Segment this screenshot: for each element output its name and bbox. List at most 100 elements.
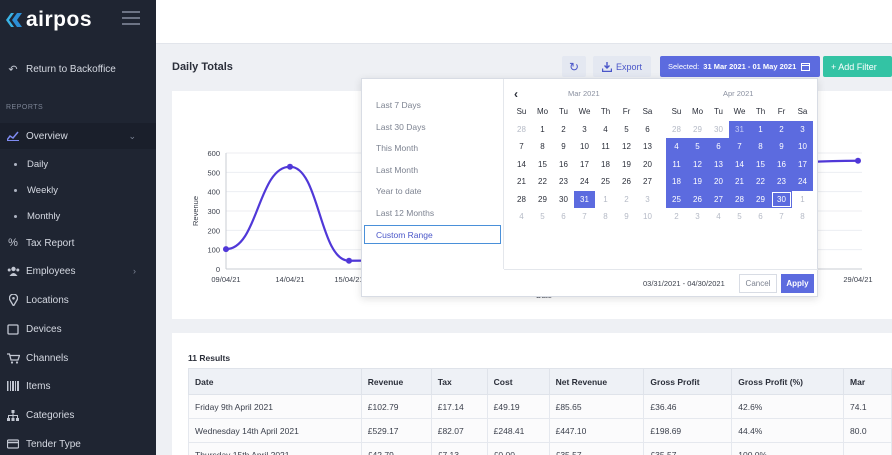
calendar-day[interactable]: 7 [779, 212, 784, 222]
sidebar-item-items[interactable]: Items [0, 373, 156, 399]
calendar-day[interactable]: 31 [729, 120, 750, 138]
calendar-day[interactable]: 31 [574, 190, 595, 208]
calendar-day[interactable]: 19 [687, 173, 708, 191]
calendar-day[interactable]: 9 [624, 212, 629, 222]
date-range-button[interactable]: Selected: 31 Mar 2021 - 01 May 2021 [660, 56, 820, 77]
calendar-day[interactable]: 13 [643, 142, 652, 152]
calendar-day[interactable]: 18 [666, 173, 687, 191]
calendar-day[interactable]: 4 [603, 124, 608, 134]
calendar-day[interactable]: 4 [666, 138, 687, 156]
col-net-revenue[interactable]: Net Revenue [548, 368, 645, 395]
calendar-day[interactable]: 20 [708, 173, 729, 191]
calendar-day[interactable]: 3 [582, 124, 587, 134]
col-revenue[interactable]: Revenue [360, 368, 432, 395]
calendar-day[interactable]: 1 [750, 120, 771, 138]
calendar-day[interactable]: 1 [540, 124, 545, 134]
calendar-day[interactable]: 4 [519, 212, 524, 222]
calendar-day[interactable]: 25 [601, 177, 610, 187]
calendar-day[interactable]: 18 [601, 159, 610, 169]
calendar-day[interactable]: 8 [603, 212, 608, 222]
calendar-day[interactable]: 23 [771, 173, 792, 191]
calendar-day[interactable]: 23 [559, 177, 568, 187]
range-custom[interactable]: Custom Range [364, 225, 501, 244]
sidebar-item-tender-type[interactable]: Tender Type [0, 431, 156, 455]
table-row[interactable]: Friday 9th April 2021 £102.79 £17.14 £49… [188, 394, 892, 419]
calendar-day[interactable]: 21 [517, 177, 526, 187]
calendar-day[interactable]: 8 [800, 212, 805, 222]
calendar-day[interactable]: 16 [559, 159, 568, 169]
calendar-day[interactable]: 14 [729, 155, 750, 173]
sidebar-item-tax-report[interactable]: % Tax Report [0, 230, 156, 256]
refresh-button[interactable]: ↻ [562, 56, 586, 77]
calendar-day[interactable]: 11 [666, 155, 687, 173]
range-last-month[interactable]: Last Month [376, 165, 419, 175]
calendar-day[interactable]: 22 [750, 173, 771, 191]
calendar-day[interactable]: 4 [716, 212, 721, 222]
range-last-12-months[interactable]: Last 12 Months [376, 208, 435, 218]
calendar-day[interactable]: 7 [729, 138, 750, 156]
calendar-day[interactable]: 10 [792, 138, 813, 156]
calendar-day[interactable]: 6 [645, 124, 650, 134]
col-tax[interactable]: Tax [430, 368, 488, 395]
calendar-day[interactable]: 7 [582, 212, 587, 222]
calendar-day[interactable]: 9 [561, 142, 566, 152]
range-last-30-days[interactable]: Last 30 Days [376, 122, 426, 132]
calendar-day[interactable]: 10 [643, 212, 652, 222]
range-this-month[interactable]: This Month [376, 143, 419, 153]
sidebar-item-devices[interactable]: Devices [0, 316, 156, 342]
calendar-day[interactable]: 20 [643, 159, 652, 169]
calendar-day[interactable]: 2 [624, 194, 629, 204]
calendar-day[interactable]: 16 [771, 155, 792, 173]
calendar-day[interactable]: 3 [792, 120, 813, 138]
calendar-day[interactable]: 2 [771, 120, 792, 138]
sidebar-item-categories[interactable]: Categories [0, 402, 156, 428]
sidebar-item-channels[interactable]: Channels [0, 345, 156, 371]
calendar-day[interactable]: 11 [601, 142, 610, 152]
calendar-day[interactable]: 3 [695, 212, 700, 222]
sidebar-subitem-daily[interactable]: Daily [0, 153, 156, 175]
prev-month-icon[interactable]: ‹ [514, 87, 518, 101]
calendar-day[interactable]: 21 [729, 173, 750, 191]
calendar-day[interactable]: 5 [687, 138, 708, 156]
calendar-day[interactable]: 28 [517, 124, 526, 134]
range-year-to-date[interactable]: Year to date [376, 186, 422, 196]
calendar-day[interactable]: 5 [540, 212, 545, 222]
calendar-day[interactable]: 3 [645, 194, 650, 204]
calendar-day[interactable]: 8 [540, 142, 545, 152]
sidebar-item-employees[interactable]: Employees › [0, 258, 156, 284]
calendar-day[interactable]: 17 [792, 155, 813, 173]
calendar-day[interactable]: 2 [674, 212, 679, 222]
calendar-day[interactable]: 10 [580, 142, 589, 152]
calendar-day[interactable]: 17 [580, 159, 589, 169]
col-gross-profit[interactable]: Gross Profit [643, 368, 733, 395]
table-row[interactable]: Thursday 15th April 2021 £42.79 £7.13 £0… [188, 442, 892, 455]
col-margin[interactable]: Mar [843, 368, 892, 395]
calendar-day[interactable]: 7 [519, 142, 524, 152]
range-last-7-days[interactable]: Last 7 Days [376, 100, 421, 110]
calendar-day[interactable]: 29 [538, 194, 547, 204]
calendar-day[interactable]: 26 [687, 190, 708, 208]
calendar-day[interactable]: 8 [750, 138, 771, 156]
logo[interactable]: airpos [0, 0, 156, 40]
calendar-day[interactable]: 30 [714, 124, 723, 134]
return-to-backoffice-link[interactable]: ↶ Return to Backoffice [0, 56, 156, 82]
calendar-day[interactable]: 29 [750, 190, 771, 208]
calendar-day[interactable]: 9 [771, 138, 792, 156]
calendar-day[interactable]: 28 [729, 190, 750, 208]
calendar-day[interactable]: 24 [580, 177, 589, 187]
calendar-day[interactable]: 14 [517, 159, 526, 169]
menu-toggle-icon[interactable] [122, 11, 140, 25]
table-row[interactable]: Wednesday 14th April 2021 £529.17 £82.07… [188, 418, 892, 443]
calendar-day[interactable]: 15 [750, 155, 771, 173]
calendar-day[interactable]: 30 [771, 190, 792, 208]
calendar-day[interactable]: 13 [708, 155, 729, 173]
calendar-day[interactable]: 6 [561, 212, 566, 222]
calendar-day[interactable]: 15 [538, 159, 547, 169]
calendar-day[interactable]: 19 [622, 159, 631, 169]
col-date[interactable]: Date [188, 368, 362, 395]
calendar-day[interactable]: 28 [517, 194, 526, 204]
calendar-day[interactable]: 12 [687, 155, 708, 173]
col-gross-profit-pct[interactable]: Gross Profit (%) [731, 368, 845, 395]
calendar-day[interactable]: 24 [792, 173, 813, 191]
export-button[interactable]: Export [593, 56, 651, 77]
